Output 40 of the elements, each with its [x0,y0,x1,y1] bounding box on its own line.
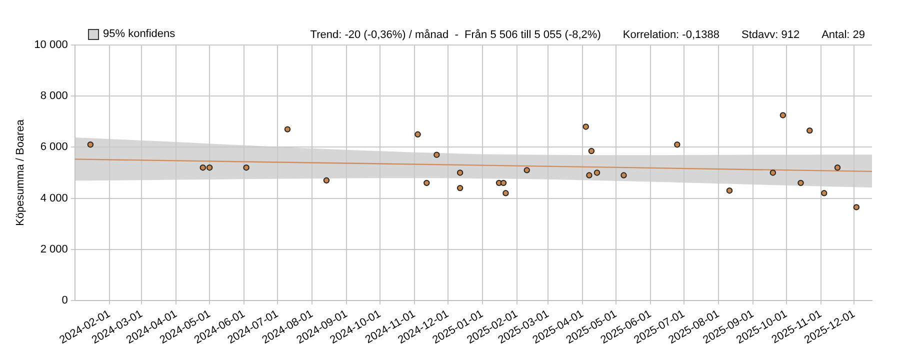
text: Stdavv: 912 [741,29,800,42]
point [323,177,330,184]
point [206,164,213,171]
y-tick-label: 0 [62,294,68,306]
point [524,167,530,174]
point [780,112,786,118]
point [588,148,595,154]
point [674,142,680,148]
point [582,124,589,130]
y-tick-label: 10 000 [34,39,68,52]
text: Korrelation: -0,1388 [622,29,720,42]
point [806,127,813,134]
point [243,164,250,171]
point [414,131,421,138]
y-axis-title: Köpesumma / Boarea [14,118,27,226]
point [456,184,464,192]
point [502,190,509,196]
y-tick-label: 4 000 [40,192,68,204]
y-tick-label: 8 000 [40,90,68,102]
text: 95% konfidens [103,28,176,40]
text: Trend: -20 (-0,36%) / månad - Från 5 506 till 5 055 (-8,2%) [310,29,601,42]
y-tick-label: 6 000 [40,141,68,154]
y-tick-label: 2 000 [40,243,68,256]
point [424,180,430,186]
point [594,170,600,176]
point [456,170,464,176]
point [770,170,776,176]
point [620,172,627,178]
point [821,190,828,196]
point [87,142,94,148]
point [284,126,291,132]
point [798,180,804,186]
point [500,180,507,186]
text: Antal: 29 [822,29,865,42]
point [434,152,440,158]
point [834,164,841,171]
point [726,188,733,194]
point [853,204,860,210]
point [200,164,206,171]
point [586,172,592,178]
